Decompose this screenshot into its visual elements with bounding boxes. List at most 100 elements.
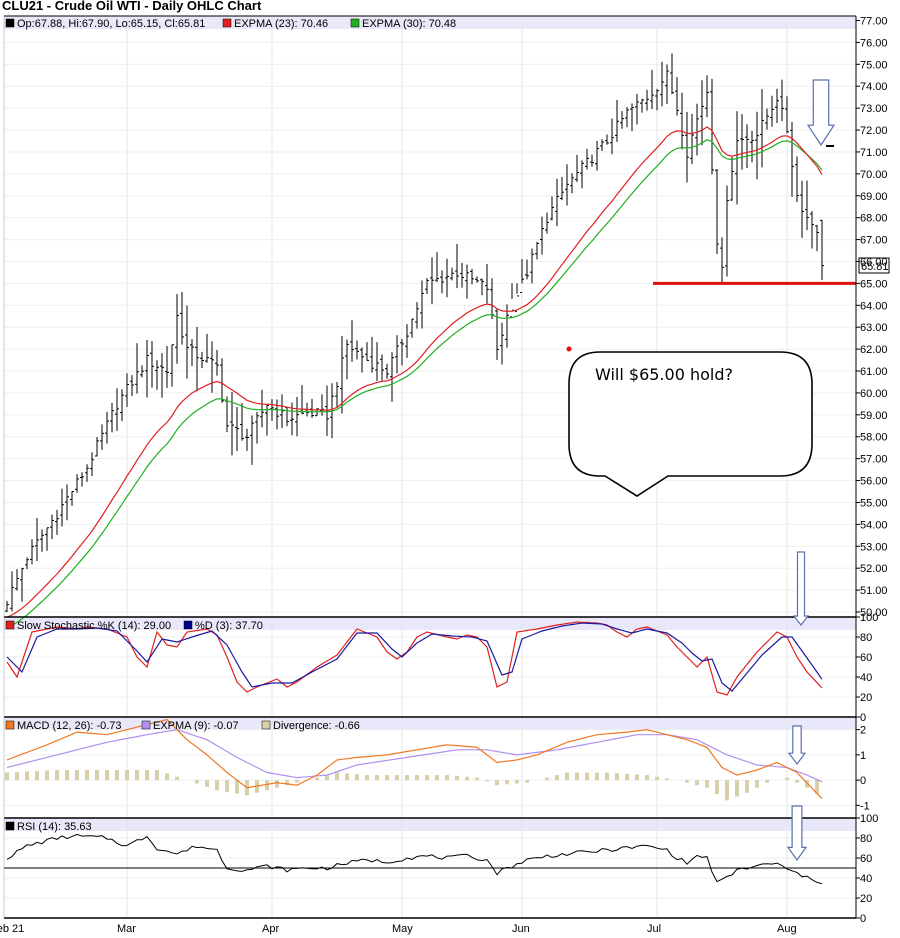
divergence-bar [615, 773, 619, 781]
ohlc-bar [190, 339, 194, 366]
indicator-tick-label: 2 [860, 725, 866, 737]
ohlc-bar [165, 346, 169, 388]
ohlc-bar [705, 75, 709, 118]
divergence-bar [515, 780, 519, 784]
divergence-bar [525, 780, 529, 783]
divergence-bar [275, 780, 279, 788]
divergence-bar [445, 775, 449, 781]
ohlc-bar [720, 237, 724, 284]
ohlc-bar [595, 140, 599, 171]
ohlc-bar [215, 350, 219, 376]
rsi-legend-swatch [5, 821, 15, 831]
ohlc-bar [645, 89, 649, 111]
divergence-bar [655, 776, 659, 781]
ohlc-bar [70, 490, 74, 507]
price-tick-label: 54.00 [860, 519, 888, 531]
ohlc-bar [150, 341, 154, 388]
price-tick-label: 74.00 [860, 81, 888, 93]
indicator-tick-label: 60 [860, 652, 872, 664]
divergence-bar [425, 775, 429, 781]
down-arrow-icon [792, 551, 810, 626]
price-tick-label: 77.00 [860, 16, 888, 28]
price-tick-label: 70.00 [860, 169, 888, 181]
ohlc-bar [690, 113, 694, 165]
ohlc-bar [170, 344, 174, 387]
divergence-bar [335, 772, 339, 781]
ohlc-bar [770, 95, 774, 127]
divergence-bar [55, 770, 59, 781]
divergence-bar [115, 770, 119, 781]
price-legend-swatch [350, 18, 360, 28]
callout-bubble [568, 351, 813, 497]
divergence-bar [435, 775, 439, 781]
ohlc-bar [745, 124, 749, 168]
macd-ema-line [6, 728, 823, 783]
indicator-tick-label: 0 [860, 712, 866, 724]
divergence-bar [225, 780, 229, 792]
ohlc-bar [750, 130, 754, 163]
ohlc-bar [540, 216, 544, 255]
ohlc-bar [480, 278, 484, 296]
ohlc-bar [605, 134, 609, 145]
ohlc-bar [140, 365, 144, 378]
price-tick-label: 66.00 [860, 256, 888, 268]
price-tick-label: 75.00 [860, 59, 888, 71]
price-tick-label: 73.00 [860, 103, 888, 115]
divergence-bar [35, 771, 39, 781]
ohlc-bar [790, 122, 794, 197]
ohlc-bar [655, 88, 659, 111]
divergence-bar [265, 780, 269, 791]
ohlc-bar [650, 70, 654, 110]
price-tick-label: 52.00 [860, 563, 888, 575]
price-tick-label: 71.00 [860, 147, 888, 159]
divergence-bar [695, 780, 699, 786]
ohlc-bar [560, 177, 564, 201]
indicator-tick-label: 20 [860, 893, 872, 905]
divergence-bar [755, 780, 759, 788]
ohlc-bar [680, 92, 684, 150]
ohlc-bar [670, 53, 674, 94]
price-tick-label: 64.00 [860, 300, 888, 312]
ohlc-bar [65, 484, 69, 521]
ohlc-bar [435, 252, 439, 283]
macd-legend-swatch [141, 720, 151, 730]
divergence-bar [105, 770, 109, 781]
ohlc-bar [580, 160, 584, 189]
ohlc-bar [715, 168, 719, 254]
down-arrow-icon [787, 725, 807, 766]
divergence-bar [495, 780, 499, 786]
indicator-tick-label: 1 [860, 750, 866, 762]
indicator-tick-label: 60 [860, 853, 872, 865]
ohlc-bar [180, 291, 184, 345]
ohlc-bar [610, 118, 614, 155]
down-arrow-icon [806, 79, 836, 147]
divergence-bar [795, 780, 799, 783]
ohlc-bar [665, 64, 669, 105]
ohlc-bar [280, 394, 284, 428]
ohlc-bar [205, 333, 209, 363]
indicator-tick-label: 100 [860, 612, 878, 624]
down-arrow-icon [786, 805, 808, 862]
macd-legend-label: MACD (12, 26): -0.73 [17, 720, 122, 732]
ohlc-bar [520, 259, 524, 294]
ohlc-bar [5, 600, 9, 613]
divergence-bar [215, 780, 219, 791]
stoch-legend-label: %D (3): 37.70 [195, 620, 263, 632]
ohlc-bar [335, 382, 339, 408]
price-tick-label: 53.00 [860, 541, 888, 553]
ohlc-bar [550, 196, 554, 221]
divergence-bar [715, 780, 719, 795]
ohlc-bar [425, 277, 429, 295]
callout-text: Will $65.00 hold? [595, 365, 733, 384]
ohlc-bar [405, 324, 409, 358]
ohlc-bar [345, 339, 349, 380]
ohlc-bar [85, 464, 89, 482]
divergence-bar [595, 772, 599, 781]
expma-30-line [6, 139, 823, 629]
annotations: 65.81 Will $65.00 hold? [568, 79, 889, 862]
ohlc-bar [295, 396, 299, 437]
ohlc-bar [795, 156, 799, 203]
ohlc-bar [50, 514, 54, 539]
ohlc-bar [110, 402, 114, 433]
